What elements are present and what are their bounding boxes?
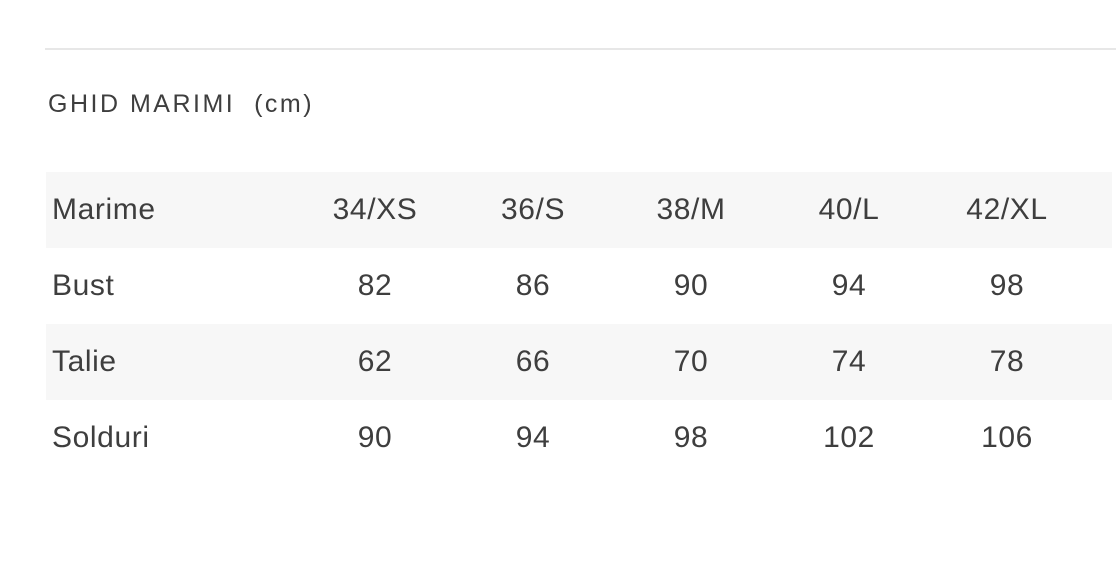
header-cell-size-34xs: 34/XS bbox=[332, 193, 418, 226]
cell-value: 98 bbox=[989, 269, 1025, 302]
header-cell-size-40l: 40/L bbox=[818, 193, 880, 226]
cell-value: 86 bbox=[515, 269, 551, 302]
table-row-talie: Talie 62 66 70 74 78 bbox=[46, 324, 1112, 400]
cell-value: 106 bbox=[981, 421, 1033, 454]
header-cell-size-36s: 36/S bbox=[500, 193, 566, 226]
cell-value: 82 bbox=[357, 269, 393, 302]
cell-value: 74 bbox=[831, 345, 867, 378]
size-guide-title: GHID MARIMI (cm) bbox=[48, 90, 315, 118]
size-table-header-row: Marime 34/XS 36/S 38/M 40/L 42/XL bbox=[46, 172, 1112, 248]
header-cell-marime: Marime bbox=[52, 193, 156, 226]
row-label: Talie bbox=[52, 345, 117, 378]
cell-value: 98 bbox=[673, 421, 709, 454]
cell-value: 102 bbox=[823, 421, 875, 454]
header-cell-size-42xl: 42/XL bbox=[966, 193, 1048, 226]
cell-value: 90 bbox=[673, 269, 709, 302]
cell-value: 94 bbox=[515, 421, 551, 454]
size-table: Marime 34/XS 36/S 38/M 40/L 42/XL Bust 8… bbox=[46, 172, 1112, 476]
header-cell-size-38m: 38/M bbox=[656, 193, 726, 226]
table-row-bust: Bust 82 86 90 94 98 bbox=[46, 248, 1112, 324]
top-divider bbox=[45, 48, 1116, 50]
cell-value: 90 bbox=[357, 421, 393, 454]
row-label: Solduri bbox=[52, 421, 150, 454]
table-row-solduri: Solduri 90 94 98 102 106 bbox=[46, 400, 1112, 476]
cell-value: 66 bbox=[515, 345, 551, 378]
cell-value: 70 bbox=[673, 345, 709, 378]
cell-value: 94 bbox=[831, 269, 867, 302]
cell-value: 62 bbox=[357, 345, 393, 378]
cell-value: 78 bbox=[989, 345, 1025, 378]
row-label: Bust bbox=[52, 269, 115, 302]
